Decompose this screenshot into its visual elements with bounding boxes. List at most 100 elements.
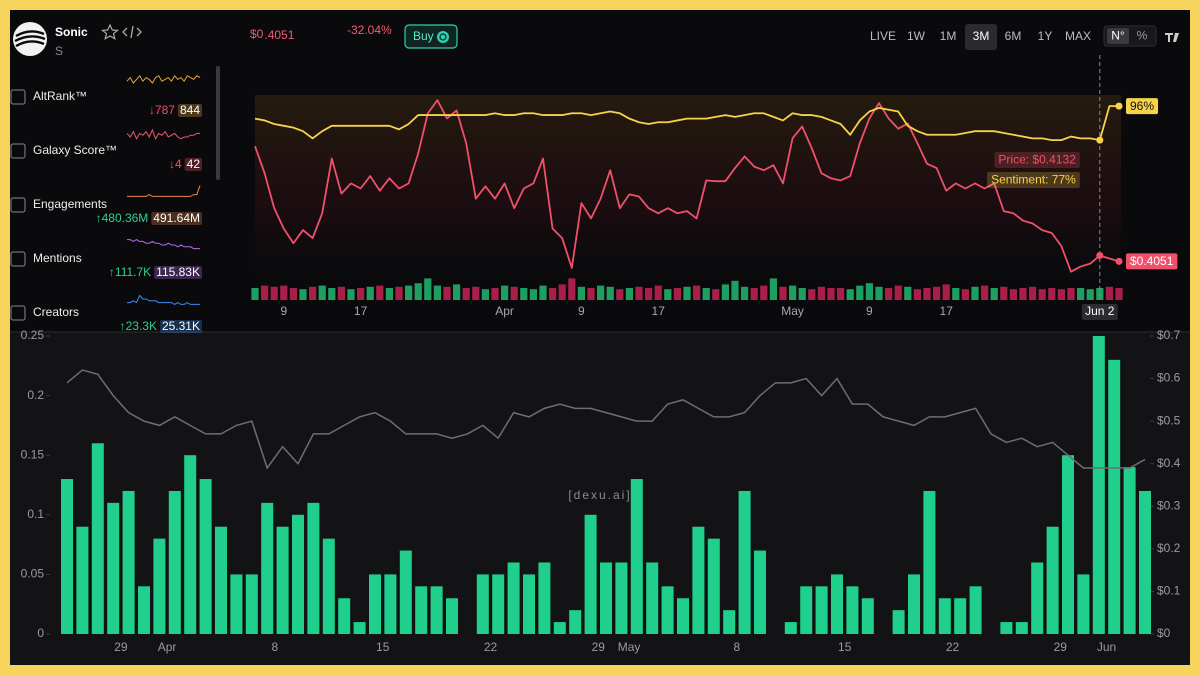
y-tick-label: 0.15 [21,447,45,461]
bar [215,526,227,634]
sparkline [127,185,201,197]
volume-bar [597,285,605,300]
volume-bar [481,289,489,300]
bar [1062,455,1074,634]
metric-change: ↓787 [149,103,175,117]
x-tick-label: May [618,640,641,654]
checkbox[interactable] [10,197,26,213]
y-tick-label: 0.2 [27,388,44,402]
range-button[interactable]: LIVE [870,29,896,43]
bar [1031,562,1044,634]
unit-button[interactable]: % [1137,29,1148,43]
y2-tick-label: $0 [1157,626,1171,640]
end-label: $0.4051 [1130,254,1174,268]
volume-bar [261,285,269,300]
bar [261,502,274,634]
y2-tick-label: $0.6 [1157,371,1181,385]
volume-bar [693,285,701,300]
y-tick-label: 0.1 [27,507,44,521]
checkbox[interactable] [10,89,26,105]
bar [584,514,597,634]
range-button[interactable]: 1Y [1038,29,1053,43]
bar [661,586,674,634]
volume-bar [616,289,624,300]
buy-label: Buy [413,29,434,43]
volume-bar [520,288,528,300]
range-button[interactable]: 1W [907,29,926,43]
range-button[interactable]: MAX [1065,29,1091,43]
bar [846,586,859,634]
bar [815,586,828,634]
bar [707,538,720,634]
volume-bar [568,278,576,300]
bar [908,574,920,634]
checkbox[interactable] [10,305,26,321]
volume-bar [894,285,902,300]
volume-bar [1029,286,1037,300]
bar [938,598,951,634]
range-button[interactable]: 6M [1005,29,1022,43]
bar [1046,526,1059,634]
volume-bar [1057,289,1065,300]
volume-bar [1048,288,1056,300]
range-button[interactable]: 3M [973,29,990,43]
bar [615,562,628,634]
range-button[interactable]: 1M [940,29,957,43]
metric-name: Galaxy Score™ [33,143,117,157]
volume-bar [376,285,384,300]
favorite-star[interactable] [100,23,120,41]
x-tick-label: 8 [734,640,741,654]
volume-bar [1115,288,1123,300]
volume-bar [395,286,403,300]
x-tick-label: 15 [376,640,390,654]
y2-tick-label: $0.5 [1157,413,1181,427]
scrollbar[interactable] [216,66,220,180]
series-line [254,99,1120,273]
bar [446,598,458,634]
volume-bar [683,286,691,300]
volume-bar [779,286,787,300]
bar [784,622,797,634]
volume-bar [539,285,547,300]
x-tick-label: 22 [946,640,960,654]
bar [831,574,843,634]
bar [153,538,166,634]
tooltip-label: Sentiment: 77% [991,173,1076,187]
y-tick-label: 0 [37,626,44,640]
volume-bar [721,284,729,300]
y2-tick-label: $0.3 [1157,498,1181,512]
x-tick-label: 9 [280,304,287,318]
metric-value: 42 [187,157,201,171]
volume-bar [453,284,461,300]
bar [569,610,582,634]
unit-button[interactable]: N° [1111,29,1125,43]
x-tick-label: May [781,304,804,318]
buy-button[interactable]: Buy [404,24,458,49]
volume-bar [414,283,422,300]
volume-bar [904,286,912,300]
volume-bar [433,285,441,300]
logo [13,22,47,56]
x-tick-label: 17 [940,304,954,318]
volume-bar [846,289,854,300]
y2-tick-label: $0.1 [1157,584,1181,598]
volume-bar [299,289,307,300]
y2-tick-label: $0.4 [1157,456,1181,470]
bar [476,574,489,634]
volume-bar [357,288,365,300]
volume-bar [1067,288,1075,300]
embed-icon[interactable] [122,25,142,39]
bar [1108,359,1121,634]
volume-bar [798,288,806,300]
checkbox[interactable] [10,143,26,159]
x-tick-label: 15 [838,640,852,654]
checkbox[interactable] [10,251,26,267]
volume-bar [990,288,998,300]
volume-bar [827,288,835,300]
bar [369,574,381,634]
bar [184,455,197,634]
volume-bar [760,285,768,300]
volume-bar [309,286,317,300]
